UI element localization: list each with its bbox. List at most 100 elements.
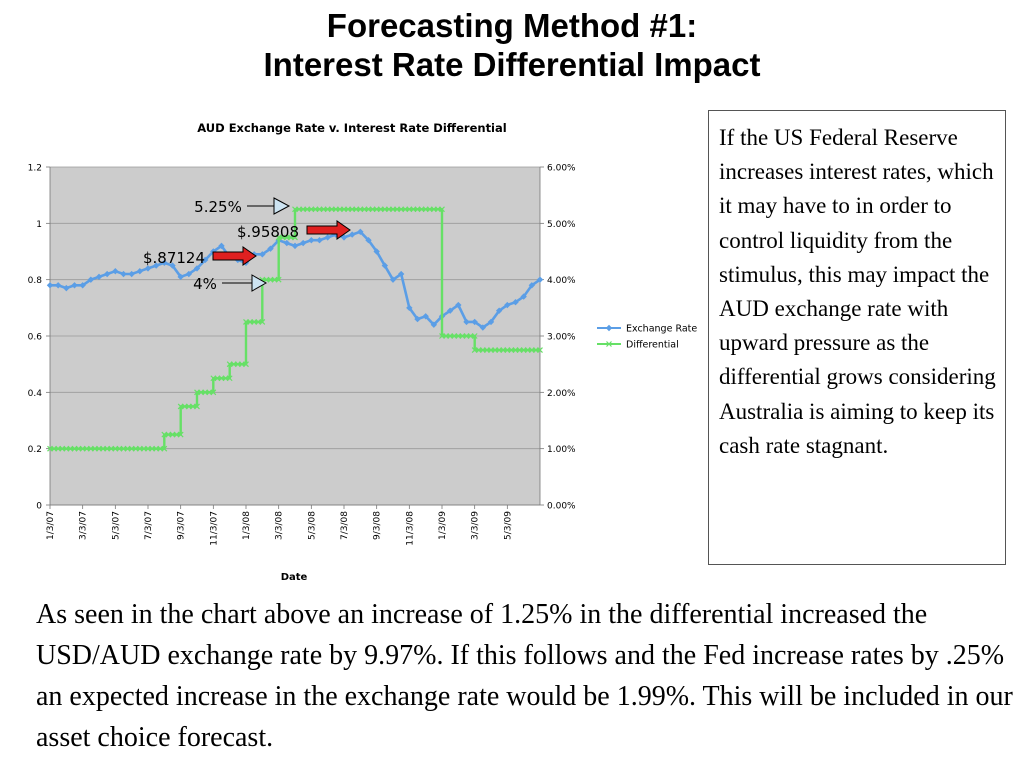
differential-point: [292, 234, 298, 241]
exchange-rate-point: [536, 276, 544, 283]
exchange-rate-point: [308, 237, 315, 244]
exchange-rate-point: [504, 301, 511, 309]
exchange-rate-point: [79, 282, 86, 289]
conclusion-paragraph: As seen in the chart above an increase o…: [36, 594, 1024, 758]
legend-item-exchange-rate: Exchange Rate: [597, 324, 697, 335]
x-tick-label: 1/3/08: [242, 511, 252, 540]
red-arrow-icon: [212, 246, 257, 266]
exchange-rate-point: [46, 282, 54, 289]
annotation-label: 4%: [193, 275, 217, 293]
x-tick-label: 5/3/07: [111, 511, 121, 540]
annotation-4: 4%: [193, 274, 268, 293]
x-tick-label: 1/3/07: [46, 511, 56, 540]
slide-title-line2: Interest Rate Differential Impact: [263, 46, 761, 83]
legend-label: Differential: [626, 340, 679, 351]
exchange-rate-point: [463, 318, 470, 326]
exchange-rate-point: [218, 242, 225, 250]
x-tick-label: 5/3/09: [503, 511, 513, 540]
explanation-box: If the US Federal Reserve increases inte…: [708, 110, 1006, 565]
exchange-rate-point: [381, 262, 389, 269]
x-axis-label: Date: [281, 572, 308, 583]
exchange-rate-point: [299, 239, 307, 247]
exchange-rate-point: [373, 248, 380, 255]
right-tick-label: 4.00%: [547, 276, 576, 286]
slide-title-line1: Forecasting Method #1:: [326, 7, 698, 44]
left-tick-label: 0.4: [28, 389, 43, 399]
x-tick-label: 9/3/08: [373, 511, 383, 540]
exchange-rate-point: [201, 256, 209, 264]
left-tick-label: 0.8: [28, 276, 43, 286]
x-tick-label: 11/3/07: [209, 511, 219, 546]
left-tick-label: 0.2: [28, 445, 42, 455]
legend-label: Exchange Rate: [626, 324, 697, 335]
x-tick-label: 7/3/07: [144, 511, 154, 540]
exchange-rate-point: [95, 273, 103, 281]
exchange-rate-point: [169, 262, 176, 269]
exchange-rate-point: [520, 293, 527, 300]
exchange-rate-point: [528, 282, 536, 289]
exchange-rate-point: [348, 231, 356, 238]
explanation-text: If the US Federal Reserve increases inte…: [719, 125, 996, 458]
exchange-rate-point: [54, 282, 62, 289]
left-tick-label: 0: [36, 502, 42, 512]
legend-item-differential: Differential: [597, 340, 679, 351]
differential-point: [537, 347, 543, 354]
right-tick-label: 0.00%: [547, 502, 576, 512]
right-axis: 0.00% 1.00% 2.00% 3.00% 4.00% 5.00% 6.00%: [539, 164, 576, 512]
x-tick-label: 11/3/08: [405, 511, 415, 546]
exchange-rate-point: [259, 251, 266, 258]
exchange-rate-point: [365, 237, 372, 244]
exchange-rate-point: [422, 313, 429, 320]
red-arrow-icon: [306, 220, 351, 240]
exchange-rate-point: [471, 318, 478, 326]
x-tick-label: 3/3/07: [79, 511, 89, 540]
exchange-rate-point: [267, 245, 274, 252]
differential-point: [275, 276, 282, 283]
differential-point: [177, 431, 184, 438]
differential-point: [226, 375, 233, 382]
annotation-87124: $.87124: [143, 246, 257, 267]
conclusion-text: As seen in the chart above an increase o…: [36, 599, 1013, 753]
right-tick-label: 6.00%: [547, 164, 576, 174]
differential-point: [194, 403, 200, 410]
series-layer: [46, 206, 544, 452]
x-tick-label: 3/3/08: [275, 511, 285, 540]
exchange-rate-point: [161, 259, 168, 266]
left-axis: 0 0.2 0.4 0.6 0.8 1 1.2: [28, 164, 51, 512]
legend: Exchange Rate Differential: [597, 324, 697, 351]
differential-point: [439, 206, 445, 213]
annotation-5-25: 5.25%: [194, 197, 291, 216]
annotation-label: $.87124: [143, 249, 205, 267]
right-tick-label: 3.00%: [547, 333, 576, 343]
x-tick-label: 9/3/07: [177, 511, 187, 540]
exchange-rate-point: [71, 282, 78, 289]
differential-point: [243, 361, 249, 368]
exchange-rate-point: [112, 268, 119, 275]
exchange-rate-point: [406, 304, 413, 312]
exchange-rate-point: [324, 234, 331, 241]
series-line: [50, 208, 540, 450]
exchange-rate-point: [446, 307, 454, 314]
exchange-rate-point: [193, 265, 201, 272]
left-tick-label: 0.6: [28, 333, 43, 343]
x-tick-label: 1/3/09: [438, 511, 448, 540]
differential-point: [471, 333, 478, 339]
exchange-rate-point: [185, 270, 193, 278]
exchange-rate-point: [152, 262, 160, 269]
legend-marker: [605, 324, 613, 332]
x-tick-label: 3/3/09: [471, 511, 481, 540]
exchange-rate-point: [144, 265, 152, 272]
series-differential: [47, 206, 543, 452]
light-arrow-icon: [273, 197, 291, 215]
exchange-rate-point: [87, 276, 95, 283]
right-tick-label: 1.00%: [547, 445, 576, 455]
x-tick-label: 5/3/08: [307, 511, 317, 540]
x-axis: 1/3/07 3/3/07 5/3/07 7/3/07 9/3/07 11/3/07 1/3…: [46, 504, 540, 546]
exchange-rate-point: [128, 270, 135, 278]
legend-marker: [606, 341, 612, 347]
exchange-rate-point: [357, 228, 364, 235]
exchange-rate-point: [487, 318, 495, 326]
exchange-rate-point: [136, 268, 144, 275]
series-exchange-rate: [46, 228, 544, 331]
exchange-rate-point: [103, 270, 111, 278]
